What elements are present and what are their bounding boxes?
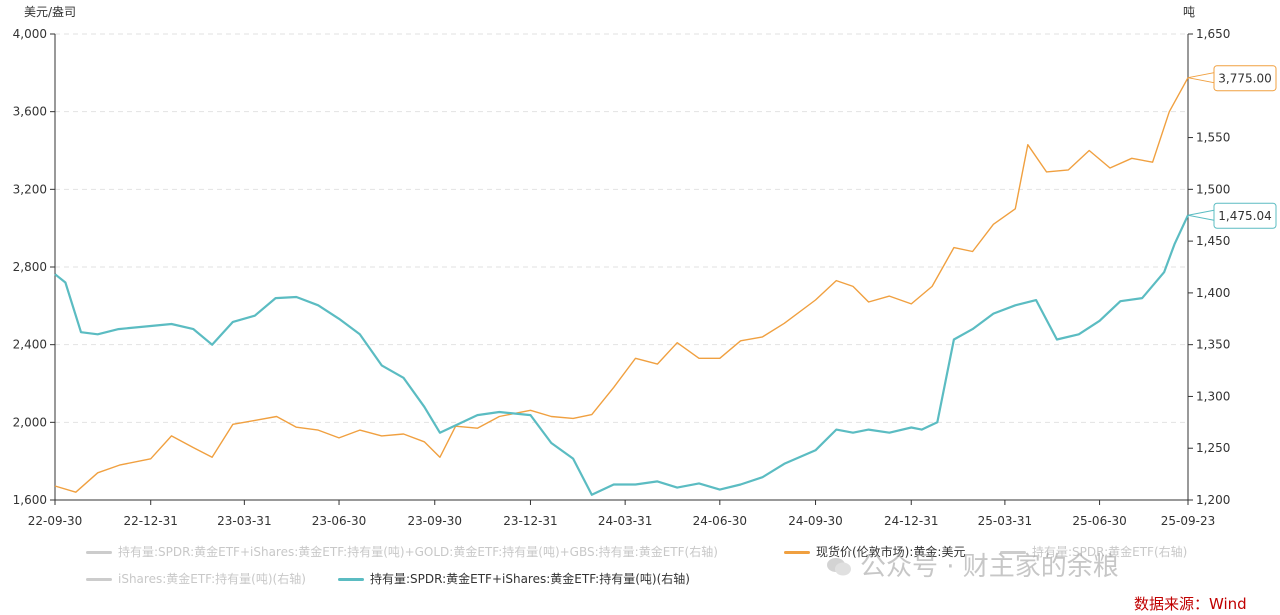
right-y-tick-label: 1,450 (1196, 234, 1230, 248)
right-y-tick-label: 1,350 (1196, 338, 1230, 352)
end-label-box (1213, 202, 1277, 229)
right-y-tick-label: 1,200 (1196, 493, 1230, 507)
gold-price-line (54, 77, 1189, 493)
right-y-tick-label: 1,650 (1196, 27, 1230, 41)
legend-item-ishares-holdings[interactable]: iShares:黄金ETF:持有量(吨)(右轴) (86, 570, 306, 587)
x-tick-label: 24-03-31 (598, 514, 652, 528)
legend-item-london-gold-price[interactable]: 现货价(伦敦市场):黄金:美元 (784, 543, 965, 560)
left-y-tick-label: 1,600 (13, 493, 47, 507)
legend-swatch (86, 578, 112, 581)
left-y-tick-label: 2,000 (13, 415, 47, 429)
end-label-pointer (1187, 72, 1215, 84)
left-y-tick-label: 3,200 (13, 182, 47, 196)
right-y-tick-label: 1,550 (1196, 131, 1230, 145)
right-y-tick-label: 1,250 (1196, 441, 1230, 455)
x-tick-label: 25-06-30 (1072, 514, 1126, 528)
left-y-tick-label: 2,400 (13, 338, 47, 352)
x-tick-label: 23-06-30 (312, 514, 366, 528)
x-tick-label: 25-09-23 (1161, 514, 1215, 528)
etf-holdings-line (54, 214, 1189, 496)
x-tick-label: 24-09-30 (788, 514, 842, 528)
wechat-icon (827, 558, 851, 576)
right-y-tick-label: 1,400 (1196, 286, 1230, 300)
x-tick-label: 23-12-31 (503, 514, 557, 528)
legend-swatch (86, 551, 112, 554)
x-tick-label: 22-12-31 (123, 514, 177, 528)
legend-swatch (784, 551, 810, 554)
legend-swatch (338, 578, 364, 581)
end-label-pointer (1187, 209, 1215, 221)
end-label-box (1213, 65, 1277, 92)
data-source-note: 数据来源：Wind (1134, 595, 1247, 613)
legend-item-spdr-holdings[interactable]: 持有量:SPDR:黄金ETF(右轴) (1000, 543, 1187, 560)
x-tick-label: 25-03-31 (978, 514, 1032, 528)
legend-item-total-etf-holdings[interactable]: 持有量:SPDR:黄金ETF+iShares:黄金ETF:持有量(吨)+GOLD… (86, 543, 718, 560)
left-y-tick-label: 3,600 (13, 105, 47, 119)
legend-swatch (1000, 551, 1026, 554)
x-tick-label: 23-09-30 (408, 514, 462, 528)
legend-item-spdr-ishares-holdings[interactable]: 持有量:SPDR:黄金ETF+iShares:黄金ETF:持有量(吨)(右轴) (338, 570, 690, 587)
x-tick-label: 24-06-30 (693, 514, 747, 528)
right-y-tick-label: 1,300 (1196, 389, 1230, 403)
left-axis-unit: 美元/盎司 (24, 5, 76, 19)
right-axis-unit: 吨 (1183, 5, 1195, 19)
x-tick-label: 23-03-31 (217, 514, 271, 528)
gold-price-end-label: 3,775.00 (1218, 72, 1271, 86)
right-y-tick-label: 1,500 (1196, 182, 1230, 196)
left-y-tick-label: 2,800 (13, 260, 47, 274)
x-tick-label: 24-12-31 (884, 514, 938, 528)
etf-holdings-end-label: 1,475.04 (1218, 209, 1271, 223)
x-tick-label: 22-09-30 (28, 514, 82, 528)
watermark: 公众号 · 财主家的余粮 (826, 546, 1119, 583)
left-y-tick-label: 4,000 (13, 27, 47, 41)
